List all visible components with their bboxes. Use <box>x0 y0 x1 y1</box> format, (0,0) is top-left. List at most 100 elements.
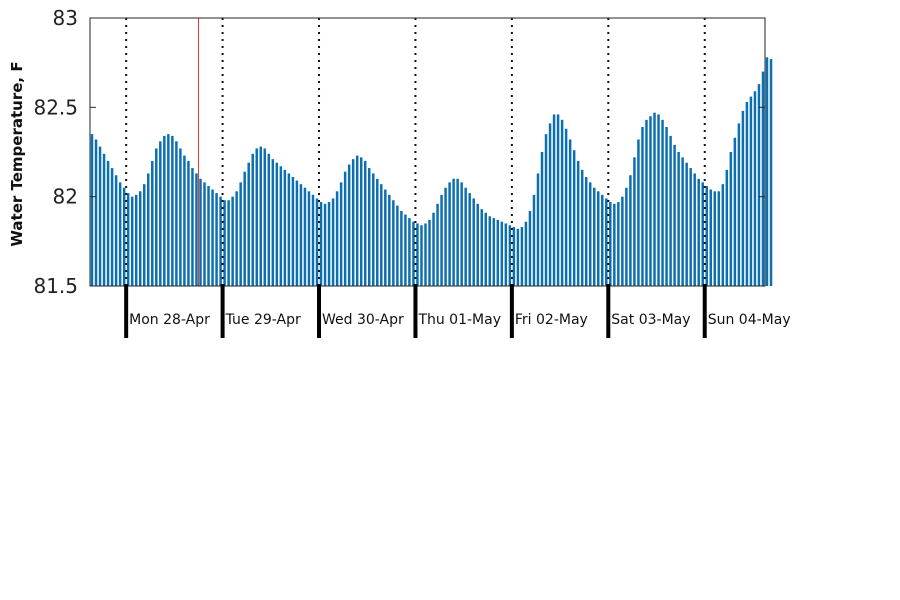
y-tick-label: 81.5 <box>33 274 78 298</box>
bar <box>560 119 564 286</box>
bar <box>500 221 504 286</box>
bar <box>412 221 415 286</box>
bar <box>319 202 323 286</box>
bar <box>251 153 254 286</box>
bar <box>621 196 624 286</box>
bar <box>669 135 672 286</box>
bar <box>580 169 584 286</box>
bar <box>171 135 174 286</box>
bar <box>424 223 427 286</box>
day-label: Fri 02-May <box>515 312 588 328</box>
bar <box>576 160 580 286</box>
bar <box>372 173 375 286</box>
bar <box>404 214 407 286</box>
bar-series <box>90 57 773 287</box>
bar <box>215 193 218 286</box>
bar <box>163 135 166 286</box>
bar <box>625 187 628 286</box>
bar <box>295 180 299 286</box>
bar <box>359 157 363 286</box>
bar <box>267 153 271 286</box>
day-boundary-ticks <box>124 284 707 338</box>
bar <box>151 160 154 286</box>
bar <box>159 141 162 286</box>
bar <box>613 203 616 286</box>
bar <box>677 152 680 286</box>
bar <box>392 200 395 286</box>
bar <box>661 119 664 286</box>
bar <box>263 148 267 286</box>
bar <box>512 227 516 286</box>
bar <box>355 155 359 286</box>
bar <box>408 218 411 286</box>
day-boundary-tick <box>413 284 418 338</box>
bar <box>633 157 636 286</box>
bar <box>520 227 524 286</box>
bar <box>649 116 652 287</box>
bar <box>315 198 319 286</box>
bar <box>271 159 275 286</box>
bar <box>126 193 130 286</box>
bar <box>339 182 343 286</box>
bar <box>641 126 644 287</box>
bar <box>143 184 146 286</box>
bar <box>203 182 206 286</box>
day-label: Sun 04-May <box>708 312 791 328</box>
bar <box>102 153 106 286</box>
bar <box>347 164 351 286</box>
bar <box>110 168 114 286</box>
bar <box>496 219 500 286</box>
bar <box>484 212 487 286</box>
day-boundary-dotted-lines <box>125 18 706 286</box>
bar <box>279 166 283 286</box>
bar <box>368 168 371 286</box>
bar <box>753 91 757 286</box>
bar <box>428 219 431 286</box>
bar <box>211 189 214 286</box>
bar <box>757 84 761 286</box>
y-tick-label: 82 <box>53 185 78 209</box>
bar <box>472 198 475 286</box>
bar <box>231 196 234 286</box>
bar <box>207 185 210 286</box>
bar <box>191 168 194 286</box>
bar <box>689 168 692 286</box>
bar <box>235 191 238 286</box>
bar <box>705 185 708 286</box>
bar <box>717 191 721 286</box>
bar <box>118 182 122 286</box>
day-boundary-tick <box>124 284 129 338</box>
bar <box>90 134 94 286</box>
bar <box>745 101 749 286</box>
day-label: Mon 28-Apr <box>129 312 210 328</box>
bar <box>327 202 331 286</box>
bar <box>363 160 367 286</box>
plot-area <box>90 18 765 286</box>
bar <box>508 225 512 286</box>
bar <box>645 119 648 286</box>
bar <box>528 210 532 286</box>
bar <box>637 139 640 286</box>
bar <box>673 144 676 286</box>
bar <box>609 202 612 286</box>
y-axis-label: Water Temperature, F <box>8 61 26 246</box>
bar <box>657 114 660 286</box>
bar <box>134 194 138 286</box>
bar <box>584 177 588 286</box>
bar <box>291 177 295 286</box>
bar <box>524 221 528 286</box>
bar <box>331 198 335 286</box>
day-boundary-tick <box>606 284 611 338</box>
bar <box>307 191 311 286</box>
bar <box>564 128 568 286</box>
bar <box>380 184 383 286</box>
bar <box>275 162 279 286</box>
day-label: Wed 30-Apr <box>322 312 404 328</box>
bar <box>440 194 443 286</box>
day-label: Sat 03-May <box>611 312 690 328</box>
day-boundary-tick <box>509 284 514 338</box>
bar <box>544 134 548 286</box>
bar <box>733 137 737 286</box>
bar <box>617 202 620 286</box>
bar <box>488 216 492 286</box>
